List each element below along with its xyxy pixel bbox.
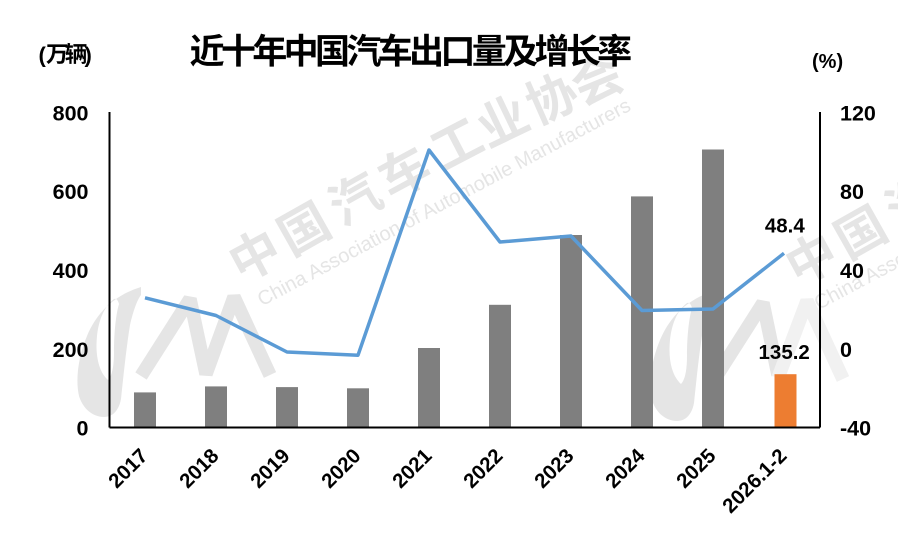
svg-text:0: 0: [840, 338, 852, 362]
svg-text:(%): (%): [812, 51, 843, 73]
svg-text:80: 80: [840, 180, 864, 204]
svg-text:120: 120: [840, 102, 876, 126]
svg-text:800: 800: [53, 102, 89, 126]
svg-text:200: 200: [53, 338, 89, 362]
svg-text:600: 600: [53, 180, 89, 204]
svg-text:): ): [85, 43, 92, 68]
svg-text:(: (: [39, 43, 47, 68]
svg-text:0: 0: [77, 417, 89, 441]
svg-text:48.4: 48.4: [765, 215, 805, 238]
svg-text:135.2: 135.2: [759, 341, 810, 364]
svg-text:400: 400: [53, 259, 89, 283]
svg-text:-40: -40: [840, 417, 871, 441]
svg-text:40: 40: [840, 259, 864, 283]
